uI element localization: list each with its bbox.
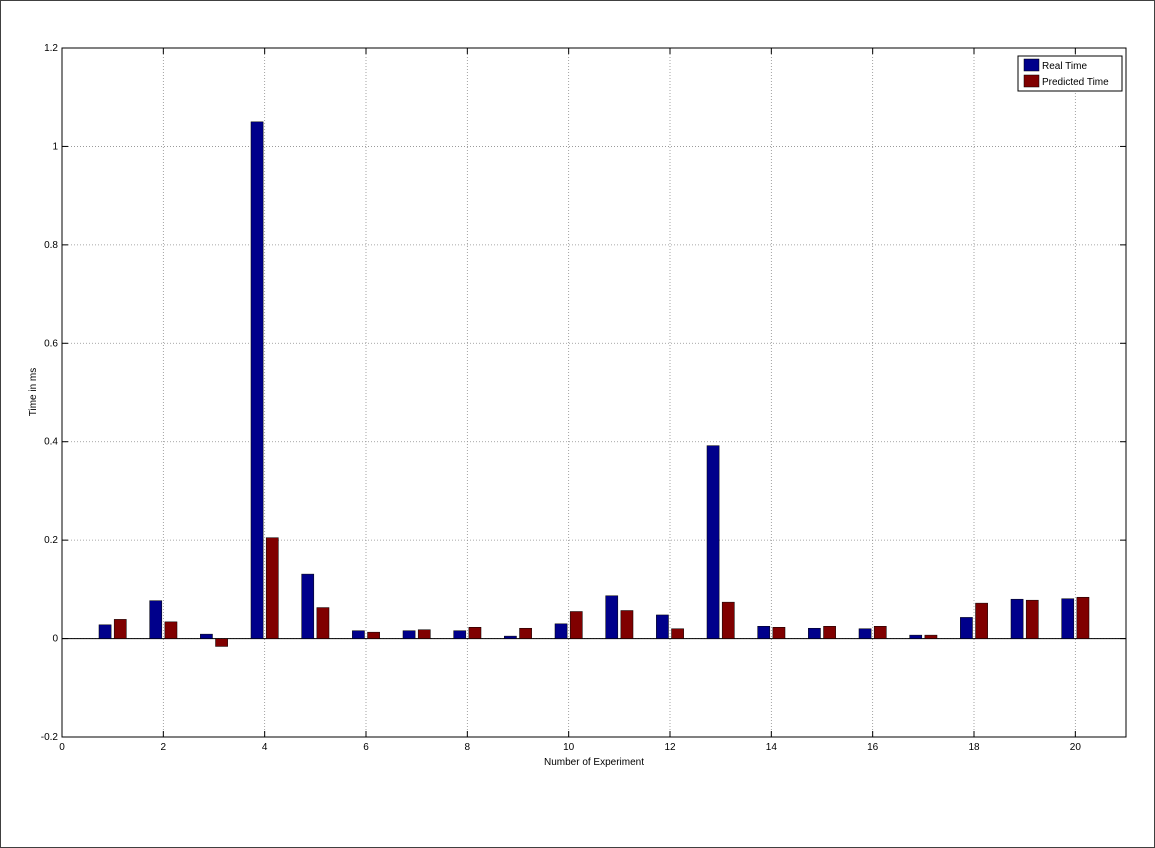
bar-predicted-time xyxy=(721,601,735,639)
bar-predicted-time xyxy=(823,626,836,639)
y-tick-label: -0.2 xyxy=(41,732,59,743)
bar-predicted-time xyxy=(772,627,786,639)
x-tick-label: 20 xyxy=(1070,742,1082,753)
bar-real-time xyxy=(301,573,315,639)
x-tick-label: 0 xyxy=(59,742,65,753)
bar-real-time xyxy=(250,121,264,639)
bar-real-time xyxy=(453,630,467,639)
bar-predicted-time xyxy=(316,607,330,639)
bar-predicted-time xyxy=(620,610,634,639)
bar-real-time xyxy=(200,633,213,639)
legend-label-real-time: Real Time xyxy=(1042,61,1087,72)
bar-predicted-time xyxy=(417,629,431,639)
y-tick-label: 1.2 xyxy=(44,43,58,54)
y-tick-label: 0 xyxy=(52,634,58,645)
y-axis-label: Time in ms xyxy=(28,368,39,417)
bar-predicted-time xyxy=(1025,599,1039,639)
x-tick-label: 16 xyxy=(867,742,879,753)
bar-real-time xyxy=(1010,598,1024,639)
bar-real-time xyxy=(1061,598,1075,639)
y-tick-label: 0.8 xyxy=(44,240,58,251)
bar-predicted-time xyxy=(113,619,127,639)
bar-real-time xyxy=(554,623,568,639)
x-tick-label: 2 xyxy=(161,742,167,753)
bars xyxy=(98,121,1090,647)
bar-real-time xyxy=(504,635,517,639)
bar-predicted-time xyxy=(265,537,279,639)
bar-predicted-time xyxy=(215,638,228,647)
x-tick-label: 12 xyxy=(664,742,676,753)
x-tick-label: 4 xyxy=(262,742,268,753)
bar-real-time xyxy=(402,630,416,639)
bar-predicted-time xyxy=(924,634,938,639)
bar-real-time xyxy=(808,627,821,639)
bar-real-time xyxy=(605,595,619,639)
bar-real-time xyxy=(960,617,973,639)
legend-swatch-real-time xyxy=(1023,58,1040,72)
bar-predicted-time xyxy=(569,611,583,639)
bar-predicted-time xyxy=(164,621,178,639)
bar-predicted-time xyxy=(367,631,380,639)
x-tick-label: 6 xyxy=(363,742,369,753)
bar-predicted-time xyxy=(468,627,482,639)
bar-real-time xyxy=(757,626,771,639)
bar-predicted-time xyxy=(1076,596,1090,639)
axis-ticks: 0 2 4 6 8 10 12 14 16 18 20-0.200.20.40.60.811.2 xyxy=(41,43,1126,753)
bar-predicted-time xyxy=(519,627,532,639)
bar-real-time xyxy=(98,624,112,639)
bar-real-time xyxy=(149,600,163,639)
plot-border xyxy=(61,47,1127,738)
y-tick-label: 0.6 xyxy=(44,338,58,349)
legend-label-predicted-time: Predicted Time xyxy=(1042,77,1109,88)
bar-real-time xyxy=(858,628,872,639)
legend-swatch-predicted-time xyxy=(1023,74,1040,88)
bar-real-time xyxy=(352,630,365,639)
x-axis-label: Number of Experiment xyxy=(544,757,644,768)
bar-predicted-time xyxy=(873,626,887,639)
plot-area xyxy=(62,48,1126,737)
bar-real-time xyxy=(656,614,669,639)
bar-predicted-time xyxy=(671,628,684,639)
bar-real-time xyxy=(706,445,720,639)
x-tick-label: 8 xyxy=(465,742,471,753)
x-tick-label: 18 xyxy=(968,742,980,753)
y-tick-label: 1 xyxy=(52,141,58,152)
y-tick-label: 0.2 xyxy=(44,535,58,546)
legend: Real Time Predicted Time xyxy=(1017,55,1123,92)
y-tick-label: 0.4 xyxy=(44,437,58,448)
x-tick-label: 14 xyxy=(766,742,778,753)
x-tick-label: 10 xyxy=(563,742,575,753)
bar-real-time xyxy=(909,634,923,639)
bar-predicted-time xyxy=(975,602,988,639)
